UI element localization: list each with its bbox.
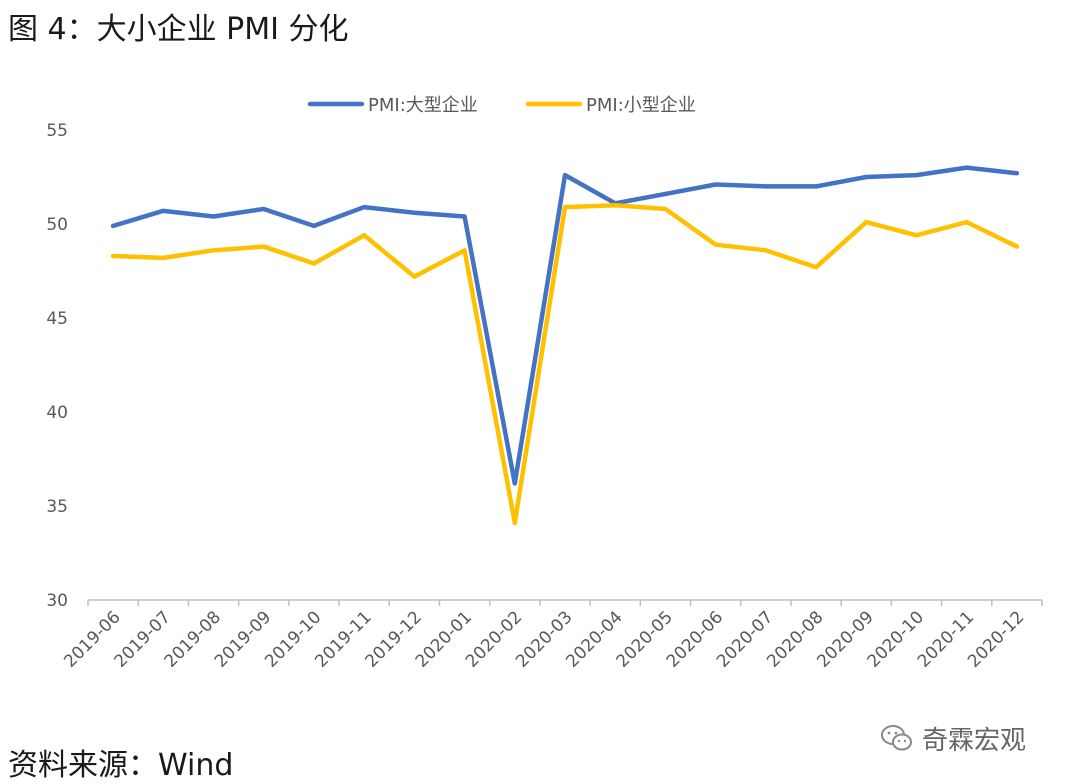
figure-title: 图 4：大小企业 PMI 分化 [8, 12, 349, 47]
chart-legend: PMI:大型企业 PMI:小型企业 [307, 95, 696, 116]
legend-label: PMI:小型企业 [586, 95, 696, 116]
data-point [914, 233, 919, 238]
data-point [311, 261, 316, 266]
data-point [1014, 171, 1019, 176]
data-point [663, 191, 668, 196]
y-tick-label: 30 [46, 591, 68, 611]
data-point [512, 520, 517, 525]
data-point [864, 220, 869, 225]
data-point [814, 265, 819, 270]
y-tick-label: 50 [46, 215, 68, 235]
data-point [111, 223, 116, 228]
y-tick-label: 45 [46, 309, 68, 329]
legend-label: PMI:大型企业 [368, 95, 478, 116]
data-point [763, 184, 768, 189]
source-note: 资料来源：Wind [8, 748, 234, 783]
y-tick-label: 35 [46, 497, 68, 517]
x-axis: 2019-062019-072019-082019-092019-102019-… [60, 599, 1043, 672]
y-tick-label: 55 [46, 121, 68, 141]
data-point [814, 184, 819, 189]
data-point [211, 214, 216, 219]
data-point [1014, 244, 1019, 249]
data-point [713, 182, 718, 187]
data-point [914, 173, 919, 178]
data-point [362, 233, 367, 238]
data-point [161, 208, 166, 213]
series-line-2 [110, 202, 1020, 526]
watermark: 奇霖宏观 [880, 718, 1026, 758]
wechat-icon [881, 725, 912, 751]
data-point [864, 175, 869, 179]
data-point [563, 205, 567, 210]
data-point [462, 248, 467, 253]
y-tick-label: 40 [46, 403, 68, 423]
data-point [462, 214, 467, 219]
data-point [261, 206, 266, 211]
data-point [412, 274, 417, 279]
series-layer [110, 165, 1020, 526]
data-point [563, 173, 567, 178]
data-point [964, 165, 969, 170]
data-point [763, 248, 768, 253]
data-point [362, 205, 367, 210]
data-point [161, 255, 166, 260]
y-axis: 30 35 40 45 50 55 [46, 121, 68, 611]
data-point [211, 248, 216, 253]
data-point [613, 203, 618, 208]
data-point [412, 210, 417, 215]
data-point [713, 242, 718, 247]
data-point [311, 223, 316, 228]
data-point [964, 220, 969, 225]
data-point [261, 244, 266, 249]
data-point [111, 253, 116, 258]
data-point [663, 206, 668, 211]
data-point [512, 481, 517, 486]
watermark-text: 奇霖宏观 [922, 725, 1027, 756]
